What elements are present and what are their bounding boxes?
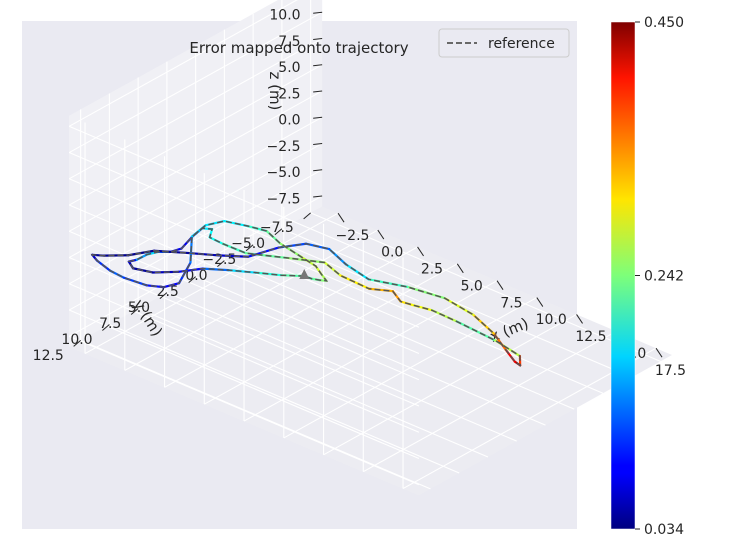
reference-path xyxy=(90,220,521,367)
legend-box xyxy=(438,28,570,58)
x-tick-mark xyxy=(456,263,464,274)
x-tick-label: 17.5 xyxy=(655,363,686,379)
grid-line-z-side xyxy=(68,116,323,259)
z-tick-mark xyxy=(313,90,323,93)
y-tick-mark xyxy=(73,340,81,347)
x-tick-label: 10.0 xyxy=(536,312,567,328)
x-tick-label: 7.5 xyxy=(500,295,522,311)
chart-title: Error mapped onto trajectory xyxy=(189,39,408,57)
y-tick-label: 12.5 xyxy=(33,348,64,364)
grid-line-y-floor xyxy=(166,292,517,442)
z-tick-label: 5.0 xyxy=(278,60,300,76)
colorbar: 0.450 0.242 0.034 xyxy=(610,15,684,538)
grid-line-y-floor xyxy=(281,228,632,378)
y-tick-mark xyxy=(159,292,168,299)
y-tick-label: 7.5 xyxy=(99,316,121,332)
z-axis-label: z (m) xyxy=(266,71,284,110)
y-tick-mark xyxy=(217,260,225,268)
grid-line-y-floor xyxy=(195,276,546,426)
trajectory-segment xyxy=(227,269,257,274)
colorbar-gradient xyxy=(610,21,636,530)
x-tick-mark xyxy=(496,280,504,290)
grid-line-y-floor xyxy=(252,244,604,394)
grid-line-z-back xyxy=(68,283,420,433)
y-tick-label: −5.0 xyxy=(231,236,265,252)
x-tick-mark xyxy=(576,314,583,324)
x-tick-mark xyxy=(337,212,345,223)
x-tick-mark xyxy=(655,347,663,358)
start-marker xyxy=(299,268,310,279)
legend: reference xyxy=(438,28,570,58)
x-tick-label: 12.5 xyxy=(575,329,606,345)
y-tick-mark xyxy=(130,308,139,315)
grid-line-z-side xyxy=(68,0,298,127)
z-tick-mark xyxy=(313,142,323,145)
grid-line-z-back xyxy=(68,125,420,276)
z-tick-mark xyxy=(313,11,323,14)
y-tick-label: 10.0 xyxy=(61,332,92,348)
x-tick-mark xyxy=(536,297,544,307)
colorbar-tick-label: 0.242 xyxy=(644,269,684,285)
reference-trajectory xyxy=(90,220,521,367)
grid-line-z-side xyxy=(68,195,323,337)
trajectory-segment xyxy=(344,263,370,281)
grid-line-z-side xyxy=(68,169,323,311)
grid-line-z-side xyxy=(68,37,323,180)
grid-line-z-back xyxy=(68,309,420,460)
grid-line-y-floor xyxy=(137,308,489,458)
z-tick-mark xyxy=(313,116,323,119)
z-tick-label: 7.5 xyxy=(278,34,300,50)
colorbar-ticks: 0.450 0.242 0.034 xyxy=(635,15,684,538)
grid-line-y-floor xyxy=(310,212,661,362)
x-tick-label: 5.0 xyxy=(461,278,483,294)
grid-line-z-side xyxy=(68,11,323,154)
y-tick-mark xyxy=(102,324,110,331)
z-tick-mark xyxy=(313,64,323,67)
x-tick-label: −2.5 xyxy=(335,228,369,244)
z-tick-label: −2.5 xyxy=(267,139,301,155)
legend-reference-label: reference xyxy=(488,36,555,52)
y-tick-label: −7.5 xyxy=(260,220,294,236)
z-tick-label: 10.0 xyxy=(269,8,300,24)
z-tick-label: −5.0 xyxy=(267,165,301,181)
x-tick-label: 0.0 xyxy=(381,245,403,261)
z-tick-mark xyxy=(313,195,323,198)
z-tick-label: 2.5 xyxy=(278,86,300,102)
z-tick-label: 0.0 xyxy=(278,113,300,129)
colorbar-tick-label: 0.450 xyxy=(644,15,684,31)
x-tick-label: 2.5 xyxy=(421,262,443,278)
grid-line-y-floor xyxy=(224,260,575,410)
y-tick-mark xyxy=(303,212,311,220)
grid-line-y-floor xyxy=(80,339,431,490)
z-tick-label: −7.5 xyxy=(267,191,301,207)
grid-line-z-back xyxy=(68,152,420,302)
z-tick-mark xyxy=(313,37,323,40)
trajectory-segment xyxy=(201,267,230,272)
y-tick-mark xyxy=(245,244,254,252)
grid-line-z-side xyxy=(68,64,323,206)
grid-line-z-back xyxy=(68,257,420,407)
grid-line-y-floor xyxy=(109,323,460,474)
x-tick-mark xyxy=(377,229,385,240)
grid-line-z-side xyxy=(68,142,323,285)
z-tick-mark xyxy=(313,169,323,172)
x-tick-mark xyxy=(417,246,424,257)
y-tick-mark xyxy=(188,276,196,284)
grid-line-z-back xyxy=(68,204,420,355)
grid-line-z-side xyxy=(68,90,323,232)
colorbar-tick-label: 0.034 xyxy=(644,522,684,538)
grid-line-z-back xyxy=(68,335,420,486)
y-tick-mark xyxy=(274,228,283,236)
